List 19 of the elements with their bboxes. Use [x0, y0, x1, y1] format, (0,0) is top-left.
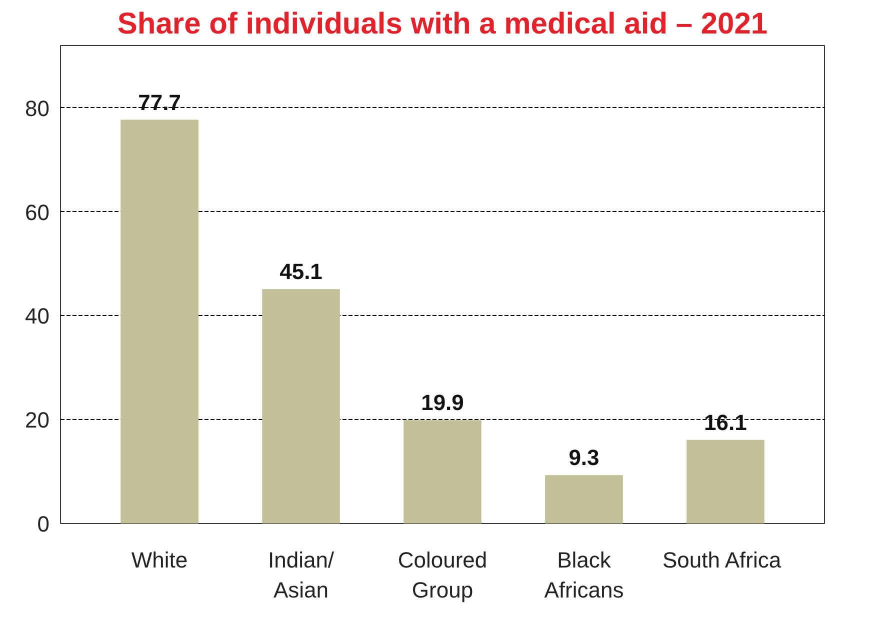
x-tick-label: White	[131, 548, 188, 572]
y-tick-label: 20	[25, 408, 50, 433]
data-label: 9.3	[568, 445, 600, 470]
y-tick-label: 0	[37, 512, 50, 536]
bar	[545, 475, 623, 524]
bar	[686, 440, 764, 524]
x-tick-label: South Africa	[662, 548, 782, 572]
data-label: 45.1	[280, 259, 322, 284]
x-tick-label: Indian/ Asian	[268, 548, 335, 602]
y-tick-label: 60	[25, 200, 50, 225]
chart-title: Share of individuals with a medical aid – 2021	[117, 8, 768, 40]
bar	[262, 289, 340, 524]
y-tick-label: 80	[25, 96, 50, 121]
x-tick-label: Coloured Group	[398, 548, 488, 602]
bar	[404, 420, 482, 524]
bar	[120, 120, 198, 524]
x-tick-label: Black Africans	[544, 548, 624, 602]
y-tick-label: 40	[25, 304, 50, 329]
data-label: 19.9	[421, 390, 464, 416]
